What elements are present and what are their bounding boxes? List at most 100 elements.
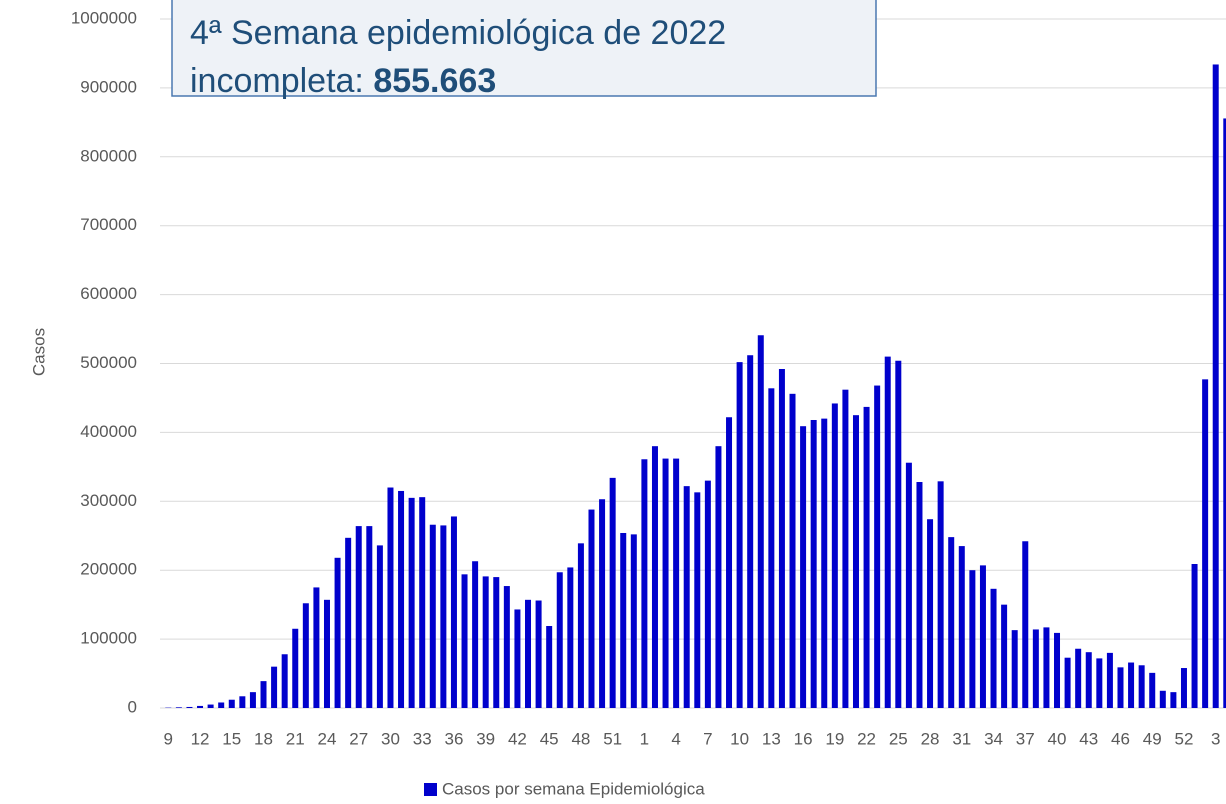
legend-label: Casos por semana Epidemiológica: [442, 779, 705, 798]
x-tick-label: 25: [889, 729, 908, 748]
bar: [1223, 118, 1226, 709]
bar: [1170, 692, 1177, 708]
x-tick-label: 39: [476, 729, 495, 748]
bar: [874, 385, 881, 708]
bar: [461, 574, 468, 708]
bar: [1180, 668, 1187, 708]
y-tick-label: 200000: [80, 560, 137, 579]
bar: [916, 482, 923, 708]
bar: [736, 362, 743, 708]
x-tick-label: 9: [164, 729, 173, 748]
x-tick-label: 22: [857, 729, 876, 748]
x-tick-label: 28: [921, 729, 940, 748]
bar: [493, 577, 500, 708]
x-tick-label: 37: [1016, 729, 1035, 748]
bar: [546, 626, 553, 708]
x-tick-label: 33: [413, 729, 432, 748]
y-tick-label: 700000: [80, 215, 137, 234]
bar: [715, 446, 722, 708]
plot-area: 0 100000 200000 300000 400000 500000 600000 700…: [71, 8, 1226, 748]
x-tick-label: 36: [444, 729, 463, 748]
bar: [366, 526, 373, 708]
bar: [778, 369, 785, 708]
x-tick-label: 1: [640, 729, 649, 748]
bar: [302, 603, 309, 708]
bar: [895, 360, 902, 708]
bar: [810, 419, 817, 708]
y-tick-label: 500000: [80, 353, 137, 372]
bar: [673, 458, 680, 708]
bar: [1096, 658, 1103, 708]
bar: [1075, 648, 1082, 708]
bar: [905, 462, 912, 708]
bar: [1202, 379, 1209, 708]
bar: [990, 588, 997, 708]
bar: [1022, 541, 1029, 708]
x-tick-label: 27: [349, 729, 368, 748]
x-tick-label: 51: [603, 729, 622, 748]
y-tick-label: 900000: [80, 77, 137, 96]
x-tick-label: 13: [762, 729, 781, 748]
bar: [334, 557, 341, 708]
bar: [292, 628, 299, 708]
bar: [969, 570, 976, 708]
annotation-line1: 4ª Semana epidemiológica de 2022: [190, 14, 726, 52]
bar: [789, 393, 796, 708]
bar: [450, 516, 457, 708]
bar: [1054, 632, 1061, 708]
x-tick-label: 49: [1143, 729, 1162, 748]
bar: [948, 537, 955, 708]
x-tick-label: 45: [540, 729, 559, 748]
x-tick-label: 30: [381, 729, 400, 748]
bar: [641, 459, 648, 708]
bar: [1149, 672, 1156, 708]
bar: [863, 406, 870, 708]
bar: [197, 705, 204, 708]
bar: [281, 654, 288, 708]
bar: [525, 599, 532, 708]
bar: [979, 565, 986, 708]
bar: [768, 388, 775, 708]
bar: [567, 567, 574, 708]
bar: [514, 609, 521, 708]
bar: [884, 356, 891, 708]
y-axis-label: Casos: [29, 328, 48, 376]
legend-swatch: [424, 783, 437, 796]
x-tick-label: 48: [571, 729, 590, 748]
bar: [1128, 662, 1135, 708]
bar: [1138, 665, 1145, 708]
bar: [1001, 604, 1008, 708]
bar: [821, 418, 828, 708]
bar: [630, 534, 637, 708]
x-tick-label: 4: [671, 729, 680, 748]
bar: [1212, 64, 1219, 708]
x-tick-label: 15: [222, 729, 241, 748]
y-tick-label: 0: [128, 697, 137, 716]
annotation-value: 855.663: [373, 62, 496, 100]
x-tick-label: 12: [191, 729, 210, 748]
bar: [1032, 629, 1039, 708]
x-tick-label: 24: [318, 729, 337, 748]
bar: [218, 702, 225, 708]
annotation-line2: incompleta: 855.663: [190, 62, 496, 100]
bar: [937, 481, 944, 708]
bar: [694, 492, 701, 708]
bar: [503, 586, 510, 708]
bar: [1043, 627, 1050, 708]
bar: [186, 706, 193, 708]
bar: [726, 417, 733, 708]
bar: [852, 415, 859, 708]
bar: [588, 509, 595, 708]
bar: [355, 526, 362, 708]
bar: [842, 389, 849, 708]
bar: [1117, 667, 1124, 708]
bar: [376, 545, 383, 708]
bar: [800, 426, 807, 708]
bar: [958, 546, 965, 708]
bar: [207, 704, 214, 708]
bar: [556, 572, 563, 708]
bar: [472, 561, 479, 708]
y-tick-label: 100000: [80, 629, 137, 648]
x-tick-label: 46: [1111, 729, 1130, 748]
